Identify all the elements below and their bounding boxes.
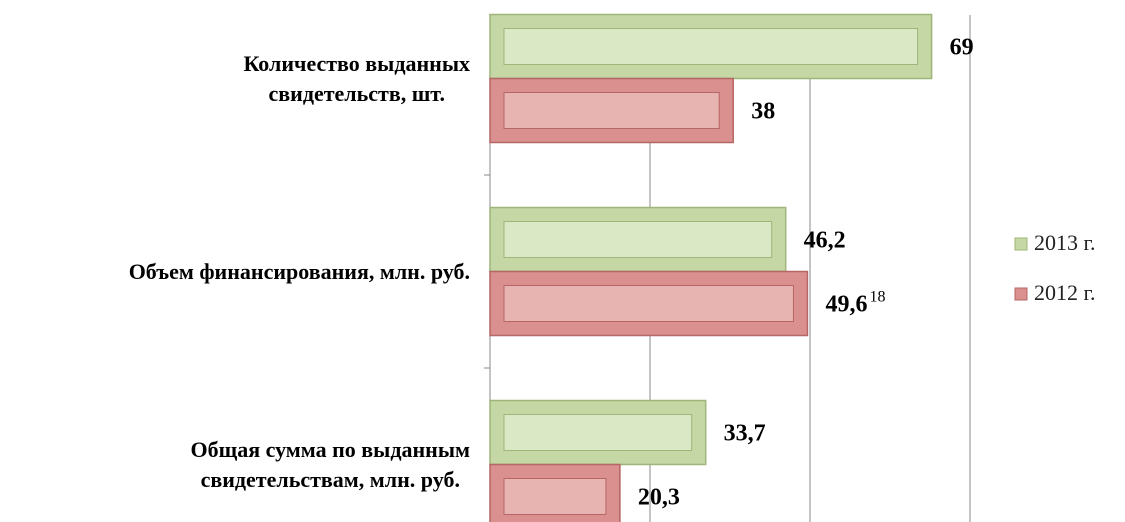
value-label: 33,7	[724, 421, 766, 447]
value-label: 38	[751, 99, 775, 125]
category-label: Количество выданных свидетельств, шт.	[0, 49, 470, 109]
category-label: Объем финансирования, млн. руб.	[0, 257, 470, 287]
bar-bevel	[503, 28, 919, 65]
value-label: 49,6	[825, 292, 867, 318]
bar-bevel	[503, 414, 693, 451]
bar-bevel	[503, 221, 773, 258]
footnote-mark: 18	[869, 289, 885, 306]
bar-group	[489, 463, 621, 522]
legend-swatch	[1014, 237, 1028, 251]
category-label: Общая сумма по выданным свидетельствам, …	[0, 435, 470, 495]
bar-group	[489, 206, 787, 273]
bar-bevel	[503, 285, 794, 322]
bar-group	[489, 399, 707, 466]
bar-bevel	[503, 92, 720, 129]
legend-label: 2013 г.	[1034, 230, 1096, 255]
bar-group	[489, 77, 734, 144]
bar-group	[489, 270, 809, 337]
bar-bevel	[503, 478, 607, 515]
legend-swatch	[1014, 287, 1028, 301]
value-label: 20,3	[638, 485, 680, 511]
bar-group	[489, 13, 933, 80]
category-text: Объем финансирования, млн. руб.	[128, 258, 470, 284]
category-text: Количество выданных свидетельств, шт.	[243, 50, 470, 106]
legend-label: 2012 г.	[1034, 280, 1096, 305]
category-text: Общая сумма по выданным свидетельствам, …	[190, 436, 470, 492]
value-label: 69	[950, 35, 974, 61]
value-label: 46,2	[804, 228, 846, 254]
